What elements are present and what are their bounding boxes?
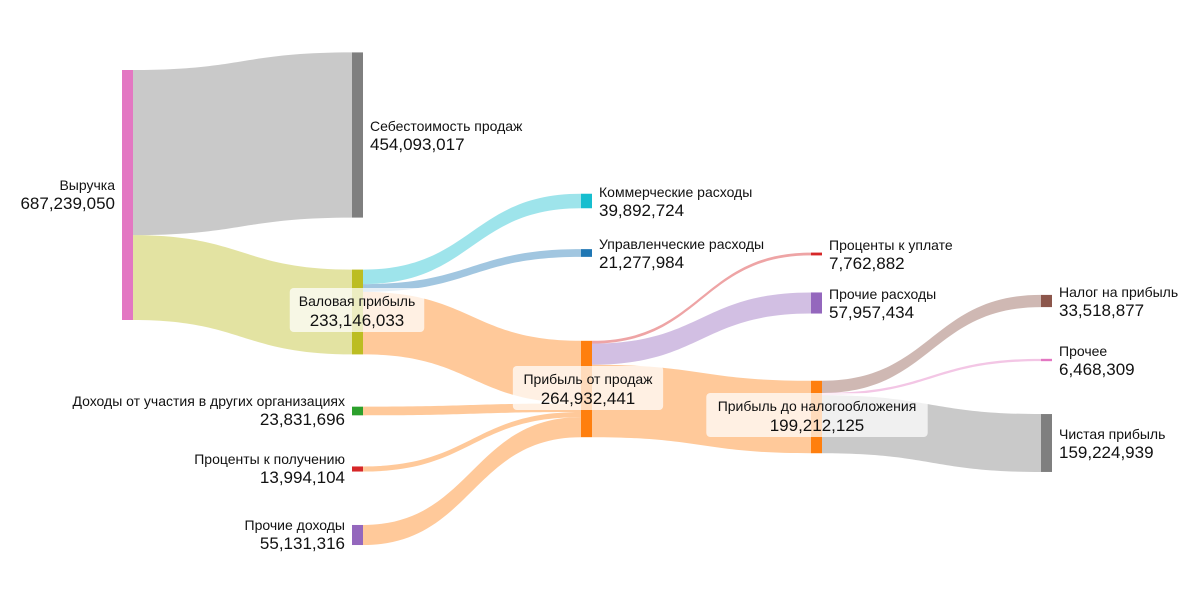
node-other_income	[352, 524, 363, 546]
node-revenue	[122, 70, 133, 320]
node-name-operating_profit: Прибыль от продаж	[523, 371, 653, 387]
label-equity_income: Доходы от участия в других организациях2…	[72, 393, 345, 429]
node-net_profit	[1041, 414, 1052, 472]
link-operating_profit-to-other_expenses	[592, 292, 811, 365]
node-value-operating_profit: 264,932,441	[541, 389, 636, 408]
node-value-pretax_profit: 199,212,125	[770, 416, 865, 435]
label-gross_profit: Валовая прибыль 233,146,033	[289, 288, 425, 332]
node-name-equity_income: Доходы от участия в других организациях	[72, 393, 345, 409]
node-commercial	[581, 193, 592, 209]
node-name-income_tax: Налог на прибыль	[1059, 284, 1178, 300]
node-other_expenses	[811, 292, 822, 314]
node-value-gross_profit: 233,146,033	[310, 311, 405, 330]
link-other_income-to-operating_profit	[363, 417, 581, 546]
link-gross_profit-to-commercial	[363, 193, 581, 285]
node-value-interest_income: 13,994,104	[260, 468, 345, 487]
node-other	[1041, 358, 1052, 362]
link-revenue-to-cost_of_sales	[133, 52, 352, 236]
node-income_tax	[1041, 294, 1052, 308]
node-value-cost_of_sales: 454,093,017	[370, 135, 465, 154]
link-gross_profit-to-admin	[363, 249, 581, 292]
node-value-commercial: 39,892,724	[599, 201, 684, 220]
node-name-net_profit: Чистая прибыль	[1059, 426, 1165, 442]
link-pretax_profit-to-income_tax	[822, 294, 1041, 393]
node-name-other_income: Прочие доходы	[245, 517, 345, 533]
node-equity_income	[352, 406, 363, 416]
node-name-other: Прочее	[1059, 343, 1107, 359]
node-interest_payable	[811, 252, 822, 256]
node-name-interest_income: Проценты к получению	[194, 451, 345, 467]
node-name-commercial: Коммерческие расходы	[599, 184, 752, 200]
link-pretax_profit-to-other	[822, 358, 1041, 396]
label-operating_profit: Прибыль от продаж 264,932,441	[512, 366, 664, 410]
node-value-other_expenses: 57,957,434	[829, 303, 914, 322]
node-value-other: 6,468,309	[1059, 360, 1135, 379]
node-name-cost_of_sales: Себестоимость продаж	[370, 118, 523, 134]
node-interest_income	[352, 466, 363, 472]
label-pretax_profit: Прибыль до налогообложения 199,212,125	[706, 393, 928, 437]
link-operating_profit-to-interest_payable	[592, 252, 811, 344]
node-value-income_tax: 33,518,877	[1059, 301, 1144, 320]
node-cost_of_sales	[352, 52, 363, 218]
label-box-gross_profit	[289, 288, 425, 332]
node-name-admin: Управленческие расходы	[599, 236, 764, 252]
node-admin	[581, 249, 592, 257]
node-name-pretax_profit: Прибыль до налогообложения	[718, 398, 917, 414]
node-name-revenue: Выручка	[59, 177, 115, 193]
node-value-net_profit: 159,224,939	[1059, 443, 1154, 462]
node-name-gross_profit: Валовая прибыль	[299, 293, 416, 309]
node-value-other_income: 55,131,316	[260, 534, 345, 553]
node-value-interest_payable: 7,762,882	[829, 254, 905, 273]
link-interest_income-to-operating_profit	[363, 412, 581, 472]
node-value-equity_income: 23,831,696	[260, 410, 345, 429]
node-value-admin: 21,277,984	[599, 253, 684, 272]
label-box-operating_profit	[512, 366, 664, 410]
label-box-pretax_profit	[706, 393, 928, 437]
node-value-revenue: 687,239,050	[20, 194, 115, 213]
node-name-interest_payable: Проценты к уплате	[829, 237, 953, 253]
node-name-other_expenses: Прочие расходы	[829, 286, 936, 302]
